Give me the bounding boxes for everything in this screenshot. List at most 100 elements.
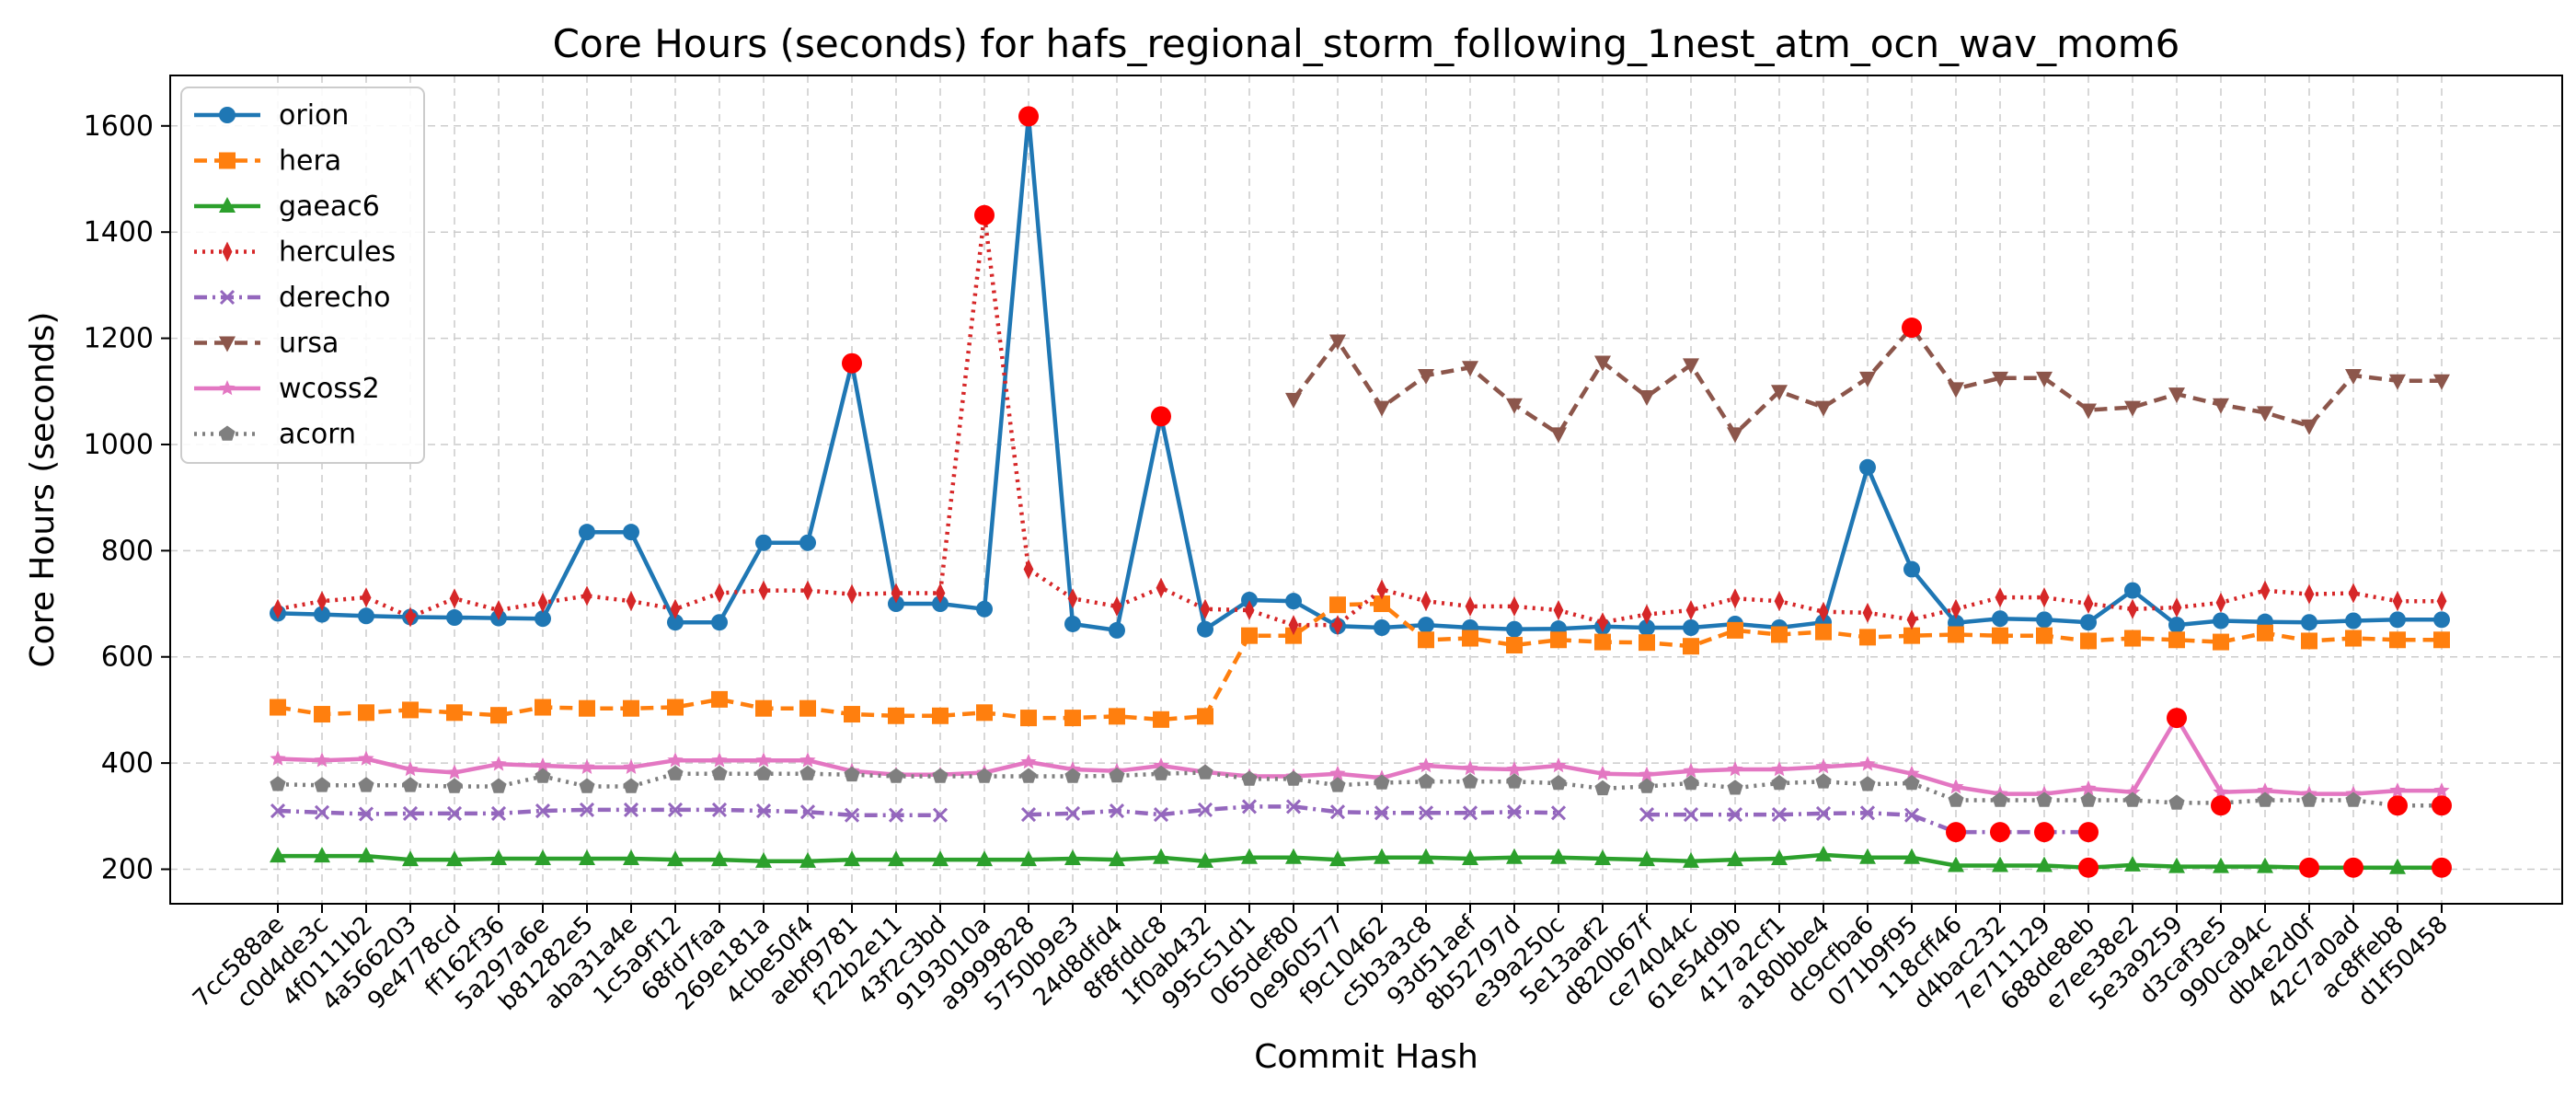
data-point-wcoss2: [755, 752, 772, 768]
data-point-gaeac6: [1639, 850, 1655, 867]
series-line-hera: [277, 601, 2442, 722]
data-point-ursa: [2301, 419, 2317, 435]
data-point-hercules: [891, 583, 902, 604]
data-point-hera: [2124, 630, 2141, 647]
data-point-acorn: [270, 776, 286, 791]
data-point-hercules: [1597, 612, 1608, 633]
y-tick-label: 1600: [84, 110, 154, 143]
data-point-hercules: [1067, 588, 1078, 609]
data-point-gaeac6: [1903, 848, 1920, 864]
data-point-hera: [314, 706, 330, 723]
data-point-orion: [2301, 614, 2317, 631]
data-point-derecho: [1639, 807, 1655, 823]
data-point-hercules: [802, 580, 813, 601]
data-point-gaeac6: [1815, 845, 1832, 861]
data-point-orion: [314, 606, 330, 623]
data-point-hera: [358, 704, 374, 722]
anomaly-point: [1990, 822, 2010, 843]
legend-marker: [219, 289, 236, 306]
data-point-derecho: [1241, 799, 1258, 814]
data-point-gaeac6: [1727, 850, 1743, 867]
legend-label: gaeac6: [279, 191, 380, 223]
data-point-acorn: [623, 778, 639, 793]
data-point-orion: [1859, 458, 1876, 476]
legend-label: acorn: [279, 419, 356, 451]
data-point-acorn: [446, 778, 463, 793]
data-point-orion: [2345, 612, 2362, 630]
data-point-hercules: [2215, 592, 2226, 613]
data-point-derecho: [1329, 804, 1346, 820]
data-point-hera: [2168, 631, 2185, 649]
anomaly-point: [2432, 857, 2452, 878]
data-point-gaeac6: [1374, 848, 1390, 864]
legend-marker: [219, 107, 236, 123]
data-point-ursa: [1506, 398, 1523, 414]
data-point-wcoss2: [2257, 782, 2273, 798]
data-point-ursa: [1594, 355, 1611, 372]
data-point-derecho: [314, 804, 330, 820]
data-point-hercules: [449, 588, 460, 609]
data-point-acorn: [490, 778, 507, 793]
data-point-orion: [932, 595, 949, 613]
data-point-gaeac6: [2168, 857, 2185, 873]
data-point-gaeac6: [1506, 848, 1523, 864]
data-point-gaeac6: [2124, 855, 2141, 872]
data-point-acorn: [1064, 768, 1081, 783]
data-point-hera: [2389, 631, 2406, 649]
data-point-wcoss2: [1859, 756, 1876, 771]
data-point-acorn: [888, 768, 904, 783]
data-point-ursa: [1285, 392, 1302, 409]
data-point-ursa: [2433, 374, 2450, 390]
data-point-acorn: [667, 765, 684, 780]
data-point-acorn: [1771, 775, 1788, 791]
data-point-gaeac6: [976, 850, 993, 867]
data-point-acorn: [1815, 773, 1832, 789]
data-point-wcoss2: [2213, 783, 2229, 800]
data-point-orion: [535, 610, 551, 628]
legend-marker: [219, 152, 236, 169]
data-point-acorn: [358, 777, 374, 792]
anomaly-point: [2343, 857, 2363, 878]
data-point-acorn: [844, 766, 860, 782]
data-point-acorn: [1639, 778, 1655, 793]
data-point-ursa: [2168, 387, 2185, 404]
data-point-hercules: [1465, 595, 1476, 617]
data-point-acorn: [1903, 775, 1920, 791]
data-point-gaeac6: [1418, 848, 1434, 864]
data-point-derecho: [1197, 802, 1213, 817]
data-point-derecho: [1374, 805, 1390, 821]
data-point-gaeac6: [2389, 858, 2406, 874]
data-point-wcoss2: [402, 761, 419, 777]
data-point-hera: [1020, 710, 1037, 727]
data-point-hercules: [846, 583, 857, 605]
data-point-wcoss2: [1020, 754, 1037, 769]
data-point-hera: [844, 706, 860, 723]
data-point-gaeac6: [1241, 848, 1258, 864]
data-point-wcoss2: [490, 756, 507, 771]
data-point-hera: [1109, 708, 1125, 725]
legend: orion hera gaeac6 hercules derecho ursa wcoss2…: [180, 87, 425, 464]
data-point-wcoss2: [358, 750, 374, 766]
data-point-orion: [2124, 582, 2141, 599]
x-axis-label: Commit Hash: [1254, 1038, 1478, 1076]
data-point-derecho: [1462, 805, 1478, 821]
data-point-hercules: [1774, 591, 1785, 612]
data-point-hera: [2433, 631, 2450, 649]
data-point-hera: [1241, 627, 1258, 644]
data-point-wcoss2: [1771, 761, 1788, 777]
data-point-derecho: [1815, 805, 1832, 821]
data-point-gaeac6: [1197, 851, 1213, 868]
data-point-hera: [1418, 631, 1434, 649]
data-point-hera: [2080, 632, 2097, 650]
legend-label: ursa: [279, 328, 339, 360]
data-point-wcoss2: [799, 752, 816, 768]
data-point-orion: [1285, 593, 1302, 610]
data-point-hera: [1329, 596, 1346, 614]
data-point-wcoss2: [1329, 765, 1346, 780]
data-point-ursa: [1859, 371, 1876, 387]
data-point-gaeac6: [1153, 848, 1169, 864]
data-point-gaeac6: [314, 847, 330, 863]
data-point-hercules: [493, 599, 504, 620]
legend-label: orion: [279, 99, 349, 132]
data-point-wcoss2: [314, 752, 330, 768]
